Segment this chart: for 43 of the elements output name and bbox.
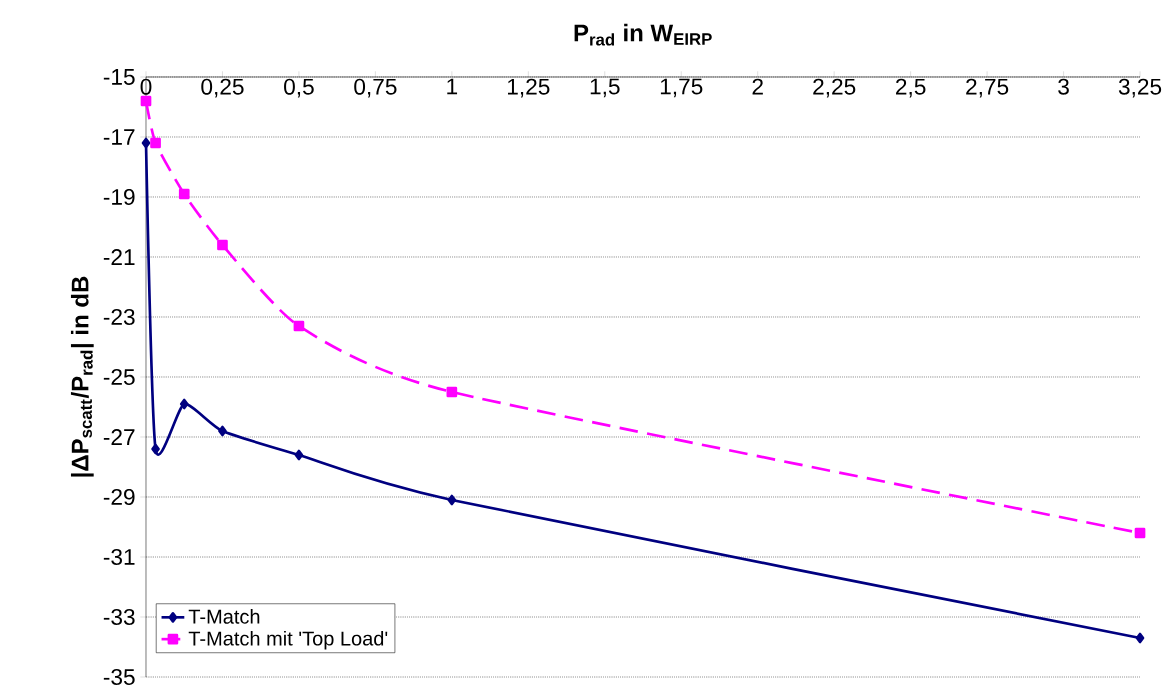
point	[293, 320, 305, 332]
y-tick-label: -19	[103, 188, 135, 206]
y-tick-label: -23	[103, 308, 135, 326]
x-tick-label: 3,25	[1118, 78, 1162, 98]
x-tick-label: 3	[1058, 78, 1069, 95]
y-tick-label: -27	[103, 429, 135, 445]
point	[218, 425, 227, 437]
point	[294, 449, 304, 461]
y-tick-label: -31	[103, 548, 135, 566]
point	[446, 386, 458, 398]
point	[447, 494, 457, 506]
x-tick-label: 1,75	[660, 78, 703, 98]
point	[179, 398, 189, 410]
x-tick-label: 2,5	[896, 78, 926, 98]
x-tick-label: 1,25	[507, 78, 550, 98]
y-tick-label: -29	[103, 488, 135, 506]
x-tick-label: 2	[752, 78, 763, 95]
y-tick-label: -17	[103, 129, 135, 145]
x-tick-label: 1	[447, 78, 458, 95]
point	[1135, 632, 1145, 644]
legend-label: T-Match	[188, 609, 260, 624]
point	[141, 137, 151, 149]
point	[150, 137, 161, 149]
x-tick-label: 2,75	[966, 78, 1009, 98]
x-tick-label: 0	[140, 78, 152, 95]
x-axis-title: P$_{rad}$ in W$_{EIRP}$	[574, 23, 712, 46]
point	[1134, 527, 1146, 539]
x-tick-label: 2,25	[813, 78, 856, 98]
y-tick-label: -33	[103, 608, 135, 626]
y-tick-label: -25	[103, 368, 135, 386]
y-tick-label: -21	[103, 249, 135, 265]
point	[140, 95, 152, 107]
point	[217, 239, 228, 251]
x-tick-label: 0,5	[284, 78, 314, 98]
point	[178, 188, 190, 200]
x-tick-label: 1,5	[590, 78, 620, 98]
legend-label: T-Match mit 'Top Load'	[188, 630, 388, 650]
point	[151, 443, 160, 455]
y-tick-label: -15	[103, 69, 135, 85]
x-tick-label: 0,75	[354, 78, 397, 98]
y-axis-title: |ΔP$_{scatt}$/P$_{rad}$| in dB	[70, 276, 94, 477]
y-tick-label: -35	[103, 668, 135, 686]
x-tick-label: 0,25	[201, 78, 244, 98]
